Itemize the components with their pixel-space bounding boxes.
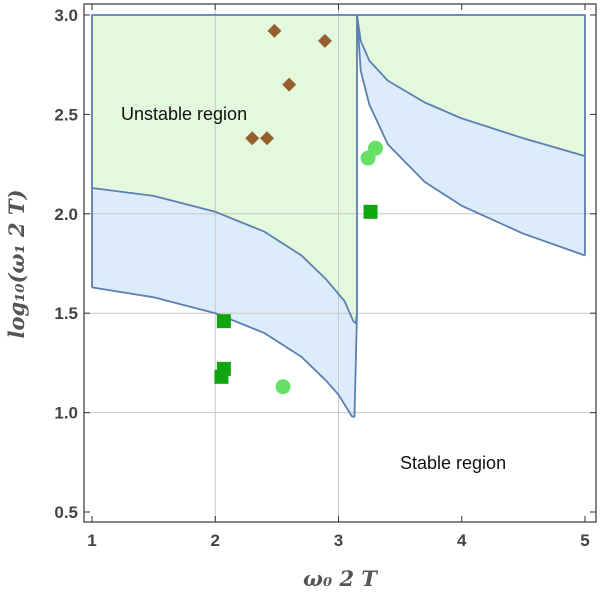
diamond-point (267, 23, 282, 38)
y-tick-label: 0.5 (54, 503, 78, 522)
diamond-point (282, 77, 297, 92)
left-lower-boundary-line (91, 286, 358, 418)
y-tick-label: 1.5 (54, 304, 78, 323)
y-tick-label: 3.0 (54, 6, 78, 25)
y-tick-label: 2.0 (54, 205, 78, 224)
y-tick-label: 1.0 (54, 404, 78, 423)
unstable-region-label: Unstable region (121, 104, 247, 124)
right-region-outline (356, 14, 586, 256)
left-upper-boundary-line (91, 187, 358, 325)
gridlines (84, 4, 596, 522)
diamond-point (245, 131, 260, 146)
square-point (363, 204, 378, 219)
unstable-region-left-fill (92, 15, 357, 324)
diamond-point (317, 33, 332, 48)
stable-region-label: Stable region (400, 453, 506, 473)
circle-point (360, 150, 376, 166)
x-tick-label: 1 (87, 531, 96, 550)
y-axis-title: log₁₀(ω₁ 2 T) (4, 190, 29, 339)
transition-band-left-fill (92, 188, 357, 417)
x-tick-label: 3 (334, 531, 343, 550)
left-region-outline (91, 14, 358, 314)
data-points (214, 23, 383, 395)
x-tick-label: 2 (211, 531, 220, 550)
transition-band-right-fill (357, 15, 585, 256)
x-tick-label: 5 (580, 531, 589, 550)
right-lower-boundary-line (356, 14, 586, 257)
x-tick-label: 4 (457, 531, 467, 550)
region-boundaries (91, 14, 586, 418)
square-point (214, 369, 229, 384)
plot-frame (83, 3, 597, 523)
x-axis-title: ω₀ 2 T (303, 566, 378, 591)
circle-point (275, 379, 291, 395)
square-point (216, 314, 231, 329)
diamond-point (260, 131, 275, 146)
y-tick-label: 2.5 (54, 105, 78, 124)
right-upper-boundary-line (356, 14, 586, 157)
axis-ticks: 1 2 3 4 5 0.5 1.0 1.5 2.0 2.5 3.0 (54, 4, 596, 550)
unstable-region-right-fill (357, 15, 585, 157)
region-fills (92, 15, 585, 417)
